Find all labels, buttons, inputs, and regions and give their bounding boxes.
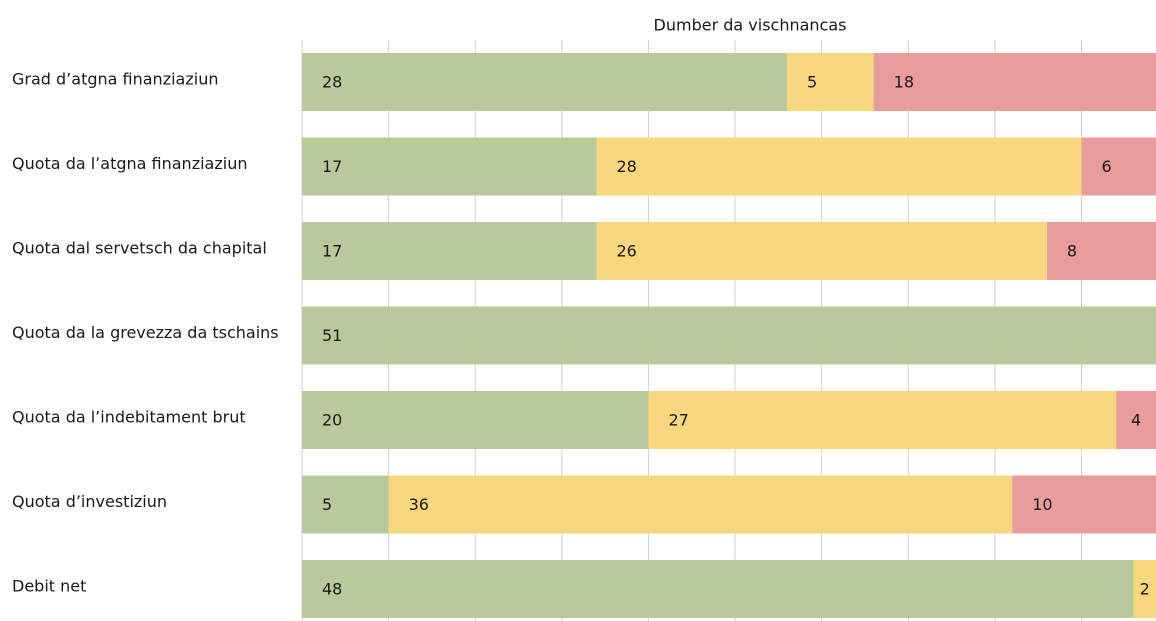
bar-segment — [1133, 560, 1156, 618]
bar-segment — [648, 391, 1117, 449]
chart-title: Dumber da vischnancas — [654, 16, 847, 35]
bar-segment — [787, 53, 874, 111]
bar-segment — [596, 222, 1047, 280]
bar-segment — [302, 222, 597, 280]
bar-segment — [873, 53, 1156, 111]
bar-segment — [302, 53, 788, 111]
data-label: 26 — [616, 242, 636, 261]
data-label: 2 — [1140, 580, 1150, 599]
bar-segment — [1012, 475, 1156, 534]
data-label: 48 — [322, 580, 342, 599]
data-label: 51 — [322, 326, 342, 345]
data-label: 5 — [807, 73, 817, 92]
y-tick-label: Quota da l’indebitament brut — [12, 408, 246, 427]
bar-segment — [1116, 391, 1156, 449]
bar-segment — [302, 475, 389, 534]
y-tick-label: Quota da la grevezza da tschains — [12, 323, 279, 342]
data-label: 28 — [616, 157, 636, 176]
y-tick-label: Quota d’investiziun — [12, 492, 167, 511]
bar-segment — [302, 306, 1156, 365]
data-label: 10 — [1032, 495, 1052, 514]
data-label: 18 — [894, 73, 914, 92]
data-label: 4 — [1131, 411, 1141, 430]
bar-segment — [302, 560, 1134, 618]
data-label: 28 — [322, 73, 342, 92]
data-label: 8 — [1067, 242, 1077, 261]
bar-segment — [388, 475, 1013, 534]
data-label: 17 — [322, 242, 342, 261]
y-tick-label: Quota da l’atgna finanziaziun — [12, 154, 247, 173]
data-label: 6 — [1102, 157, 1112, 176]
y-tick-label: Debit net — [12, 577, 86, 596]
data-label: 5 — [322, 495, 332, 514]
data-label: 36 — [409, 495, 429, 514]
y-tick-label: Grad d’atgna finanziaziun — [12, 70, 218, 89]
y-tick-label: Quota dal servetsch da chapital — [12, 239, 267, 258]
data-label: 20 — [322, 411, 342, 430]
bar-segment — [1046, 222, 1156, 280]
bar-segment — [302, 391, 649, 449]
bar-segment — [1081, 137, 1156, 196]
data-label: 27 — [668, 411, 688, 430]
bar-segment — [302, 137, 597, 196]
data-label: 17 — [322, 157, 342, 176]
bar-segment — [596, 137, 1082, 196]
